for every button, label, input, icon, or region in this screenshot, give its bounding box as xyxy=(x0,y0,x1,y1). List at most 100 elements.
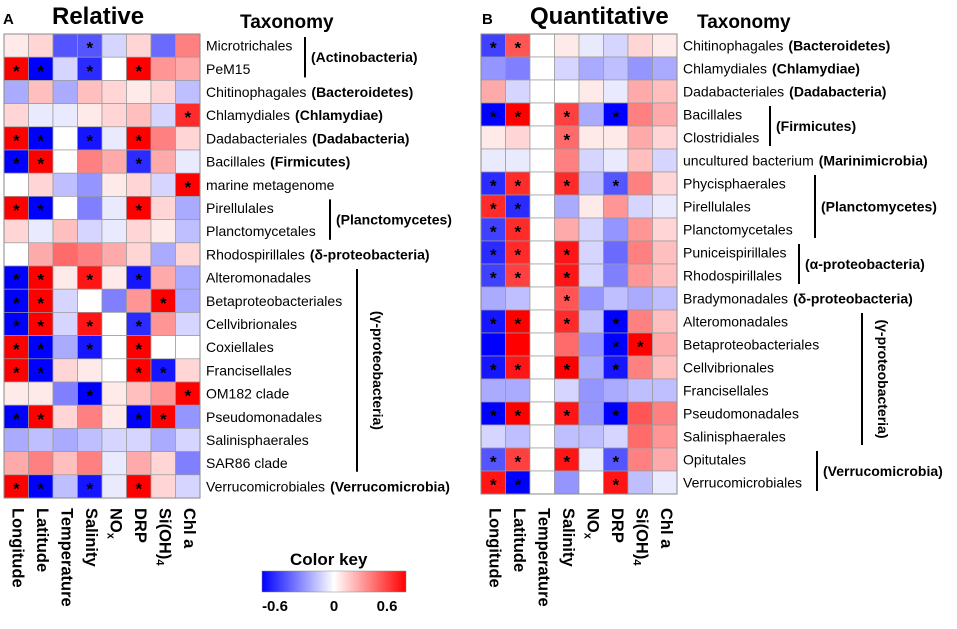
panel-b-grid-border xyxy=(480,33,678,495)
panel-b-row-label: Opitutales xyxy=(683,452,746,468)
panel-b-cell-planctomycetales-temperature xyxy=(529,217,555,242)
panel-b-significance-star: * xyxy=(490,108,497,127)
panel-a-cell-microtrichales-longitude xyxy=(3,33,29,58)
panel-b-cell-francisellales-latitude xyxy=(505,378,531,403)
panel-a-row-group-label: (Chlamydiae) xyxy=(295,107,383,123)
panel-a-cell-cellvibrionales-no xyxy=(101,312,127,336)
panel-a-cell-pirellulales-salinity xyxy=(77,196,103,220)
panel-a-significance-star: * xyxy=(86,317,93,336)
panel-b-significance-star: * xyxy=(514,246,521,265)
panel-b-cell-betaproteobacteriales-latitude xyxy=(505,332,531,357)
panel-a-column-label-temperature: Temperature xyxy=(57,508,75,607)
panel-a-significance-star: * xyxy=(13,317,20,336)
panel-a-cell-pem15-no xyxy=(101,56,127,81)
panel-b-cell-phycisphaerales-no xyxy=(578,171,604,196)
panel-b-title: Quantitative xyxy=(530,3,669,30)
panel-a-cell-planctomycetales-salinity xyxy=(77,219,103,244)
panel-b-cell-bacillales-temperature xyxy=(529,102,555,127)
panel-b-cell-francisellales-drp xyxy=(603,378,629,403)
panel-a-group-label-planctomycetes: (Planctomycetes) xyxy=(336,212,452,228)
panel-a-column-label-no: NOx xyxy=(104,508,124,540)
panel-a-significance-star: * xyxy=(13,294,20,313)
panel-a-cell-betaproteobacteriales-drp xyxy=(126,288,152,313)
panel-a-row-label: Betaproteobacteriales xyxy=(206,293,342,309)
panel-b-cell-dadabacteriales-longitude xyxy=(480,79,506,104)
panel-b-significance-star: * xyxy=(514,177,521,196)
panel-a-cell-salinisphaerales-temperature xyxy=(52,428,78,452)
panel-b-cell-chitinophagales-no xyxy=(578,33,604,58)
panel-b-significance-star: * xyxy=(612,338,619,357)
panel-a-cell-verrucomicrobiales-chl-a xyxy=(175,474,201,499)
panel-a-cell-betaproteobacteriales-salinity xyxy=(77,288,103,313)
panel-b-cell-betaproteobacteriales-temperature xyxy=(529,332,555,357)
panel-a-column-label-chl-a: Chl a xyxy=(179,508,197,549)
panel-b-row-label: Betaproteobacteriales xyxy=(683,337,819,353)
panel-b-significance-star: * xyxy=(514,223,521,242)
panel-b-significance-star: * xyxy=(563,131,570,150)
panel-a-significance-star: * xyxy=(37,317,44,336)
panel-b-row-label: Cellvibrionales xyxy=(683,360,774,376)
panel-b-significance-star: * xyxy=(612,361,619,380)
panel-b-cell-opitutales-no xyxy=(578,447,604,472)
panel-b-cell-salinisphaerales-drp xyxy=(603,424,629,449)
panel-b-row-label: Bacillales xyxy=(683,107,742,123)
panel-a-significance-star: * xyxy=(37,410,44,429)
panel-a-row-label: Alteromonadales xyxy=(206,270,311,286)
panel-a-significance-star: * xyxy=(160,363,167,382)
panel-b-cell-pirellulales-no xyxy=(578,194,604,219)
panel-b-cell-bradymonadales-temperature xyxy=(529,286,555,311)
panel-b-cell-rhodospirillales-temperature xyxy=(529,263,555,288)
panel-b-column-label-si-oh: Si(OH)4 xyxy=(630,508,650,566)
panel-a-cell-sar86-clade-drp xyxy=(126,451,152,476)
panel-a-cell-chlamydiales-drp xyxy=(126,103,152,128)
panel-a-cell-chlamydiales-no xyxy=(101,103,127,128)
panel-a-cell-salinisphaerales-no xyxy=(101,428,127,452)
panel-b-cell-planctomycetales-no xyxy=(578,217,604,242)
panel-b-cell-phycisphaerales-temperature xyxy=(529,171,555,196)
panel-a-cell-sar86-clade-no xyxy=(101,451,127,476)
panel-b-cell-dadabacteriales-drp xyxy=(603,79,629,104)
panel-a-cell-chitinophagales-no xyxy=(101,80,127,104)
panel-b-cell-bacillales-no xyxy=(578,102,604,127)
panel-b-significance-star: * xyxy=(612,177,619,196)
panel-a-significance-star: * xyxy=(86,271,93,290)
panel-a-significance-star: * xyxy=(37,479,44,498)
panel-b-cell-salinisphaerales-latitude xyxy=(505,424,531,449)
panel-b-significance-star: * xyxy=(514,453,521,472)
panel-b-cell-phycisphaerales-chl-a xyxy=(652,171,678,196)
panel-a-significance-star: * xyxy=(86,387,93,406)
panel-b-row-label: Salinisphaerales xyxy=(683,429,786,445)
panel-b-cell-verrucomicrobiales-chl-a xyxy=(652,470,678,495)
panel-b-significance-star: * xyxy=(490,361,497,380)
panel-a-cell-pem15-temperature xyxy=(52,56,78,81)
panel-a-group-label-proteobacteria: (γ-proteobacteria) xyxy=(370,311,386,430)
panel-b-cell-chlamydiales-salinity xyxy=(554,56,580,81)
panel-b-cell-chitinophagales-chl-a xyxy=(652,33,678,58)
color-key-gradient xyxy=(261,570,407,593)
panel-a-cell-marine-metagenome-latitude xyxy=(28,172,54,197)
panel-a-cell-chitinophagales-latitude xyxy=(28,80,54,104)
panel-a-cell-bacillales-temperature xyxy=(52,149,78,174)
panel-b-significance-star: * xyxy=(563,108,570,127)
panel-b-cell-chlamydiales-si-oh xyxy=(627,56,653,81)
panel-a-column-label-drp: DRP xyxy=(130,508,148,543)
panel-b-cell-chlamydiales-latitude xyxy=(505,56,531,81)
panel-b-significance-star: * xyxy=(563,361,570,380)
panel-b-significance-star: * xyxy=(612,108,619,127)
panel-b-row-label: Bradymonadales (δ-proteobacteria) xyxy=(683,291,913,307)
panel-b-row-group-label: (Chlamydiae) xyxy=(772,61,860,77)
panel-a-row-label: Rhodospirillales (δ-proteobacteria) xyxy=(206,246,430,262)
panel-b-cell-dadabacteriales-si-oh xyxy=(627,79,653,104)
panel-a-title: Relative xyxy=(52,3,144,30)
panel-b-cell-cellvibrionales-chl-a xyxy=(652,355,678,380)
panel-b-group-label-verrucomicrobia: (Verrucomicrobia) xyxy=(823,463,943,479)
panel-a-cell-betaproteobacteriales-chl-a xyxy=(175,288,201,313)
panel-a-cell-rhodospirillales-drp xyxy=(126,242,152,267)
panel-a-cell-alteromonadales-temperature xyxy=(52,265,78,290)
panel-b-cell-francisellales-chl-a xyxy=(652,378,678,403)
color-key-title: Color key xyxy=(290,550,368,569)
panel-b-cell-cellvibrionales-temperature xyxy=(529,355,555,380)
panel-b-cell-salinisphaerales-si-oh xyxy=(627,424,653,449)
panel-a-cell-rhodospirillales-latitude xyxy=(28,242,54,267)
panel-b-significance-star: * xyxy=(514,200,521,219)
